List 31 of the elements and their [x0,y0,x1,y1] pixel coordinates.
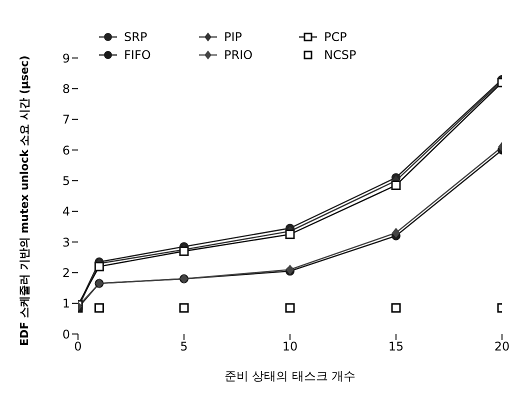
y-tick-label: 1 [62,296,70,311]
x-tick-label: 0 [74,340,82,354]
y-tick-label: 7 [62,112,70,127]
legend-label: PCP [324,29,347,46]
y-tick-label: 9 [62,51,70,66]
legend-label: PIP [224,29,242,46]
y-tick-label: 5 [62,174,70,188]
legend-label: SRP [124,29,148,46]
x-tick-label: 10 [282,340,298,354]
x-tick-label: 5 [180,340,188,354]
point [179,303,189,313]
y-tick-label: 4 [62,204,70,219]
legend-label: FIFO [124,47,151,64]
point [392,228,400,238]
y-axis-title: EDF 스케줄러 기반의 mutex unlock 소요 시간 (μsec) [18,55,31,346]
point [285,303,295,313]
y-tick-label: 8 [62,82,70,96]
x-axis-title: 준비 상태의 태스크 개수 [224,369,356,383]
point [94,303,104,313]
point [94,262,104,272]
legend-label: PRIO [224,47,253,64]
x-tick-label: 20 [494,340,510,354]
legend-label: NCSP [324,47,356,64]
point [285,230,295,240]
y-tick-label: 2 [62,266,70,280]
y-tick-label: 0 [62,327,70,342]
y-tick-label: 3 [62,235,70,250]
point [391,303,401,313]
y-tick-label: 6 [62,143,70,158]
point [391,180,401,190]
x-tick-label: 15 [388,340,404,354]
